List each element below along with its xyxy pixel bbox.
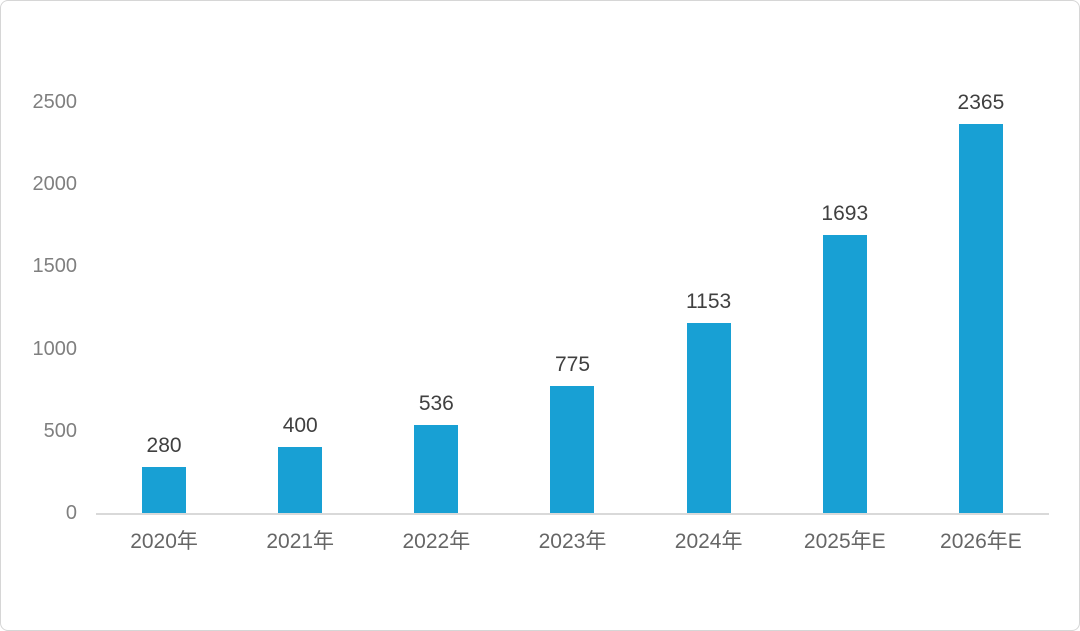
bar-column: 2365 xyxy=(913,87,1049,513)
bar-column: 1153 xyxy=(641,87,777,513)
bar-column: 400 xyxy=(232,87,368,513)
bar-value-label: 775 xyxy=(554,352,591,376)
bar-column: 775 xyxy=(504,87,640,513)
x-axis-category-label: 2025年E xyxy=(803,530,886,553)
bar xyxy=(822,234,867,513)
y-axis-tick-label: 2500 xyxy=(32,91,78,113)
bar-value-label: 280 xyxy=(146,433,182,457)
bar-column: 1693 xyxy=(777,87,913,513)
bar-value-label: 2365 xyxy=(957,91,1005,115)
x-axis-category-label: 2020年 xyxy=(130,530,198,553)
x-axis-category-label: 2022年 xyxy=(402,530,471,553)
bar-value-label: 1693 xyxy=(821,201,869,225)
bar xyxy=(686,323,731,513)
y-axis-tick-label: 1000 xyxy=(32,337,78,360)
y-axis-tick-label: 0 xyxy=(65,502,77,524)
y-axis-tick-label: 2000 xyxy=(32,173,78,196)
x-axis-category-label: 2026年E xyxy=(940,530,1022,553)
x-axis-category-label: 2021年 xyxy=(266,530,335,553)
y-axis-tick-label: 1500 xyxy=(32,255,78,278)
bar xyxy=(142,466,187,513)
bar-column: 536 xyxy=(368,87,504,513)
x-axis: 2020年 2021年 2022年 2023年 2024年 2025年E 2026年E xyxy=(96,515,1049,554)
bar-value-label: 400 xyxy=(282,414,318,438)
bar xyxy=(414,424,459,513)
bar xyxy=(550,385,595,513)
bar-value-label: 536 xyxy=(418,391,454,415)
plot-area: 280 400 536 775 1153 1693 2365 xyxy=(96,87,1049,515)
bar-column: 280 xyxy=(96,87,232,513)
y-axis: 0 500 1000 1500 2000 2500 xyxy=(1,91,78,524)
bar-value-label: 1153 xyxy=(686,290,732,314)
bar xyxy=(278,447,323,513)
bar xyxy=(958,124,1003,513)
x-axis-category-label: 2023年 xyxy=(538,530,607,553)
y-axis-tick-label: 500 xyxy=(43,419,77,442)
x-axis-category-label: 2024年 xyxy=(674,530,743,553)
